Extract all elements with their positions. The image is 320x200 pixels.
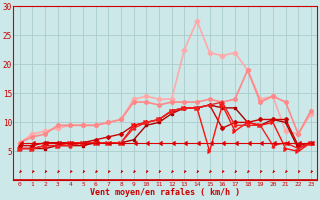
X-axis label: Vent moyen/en rafales ( km/h ): Vent moyen/en rafales ( km/h )	[90, 188, 240, 197]
